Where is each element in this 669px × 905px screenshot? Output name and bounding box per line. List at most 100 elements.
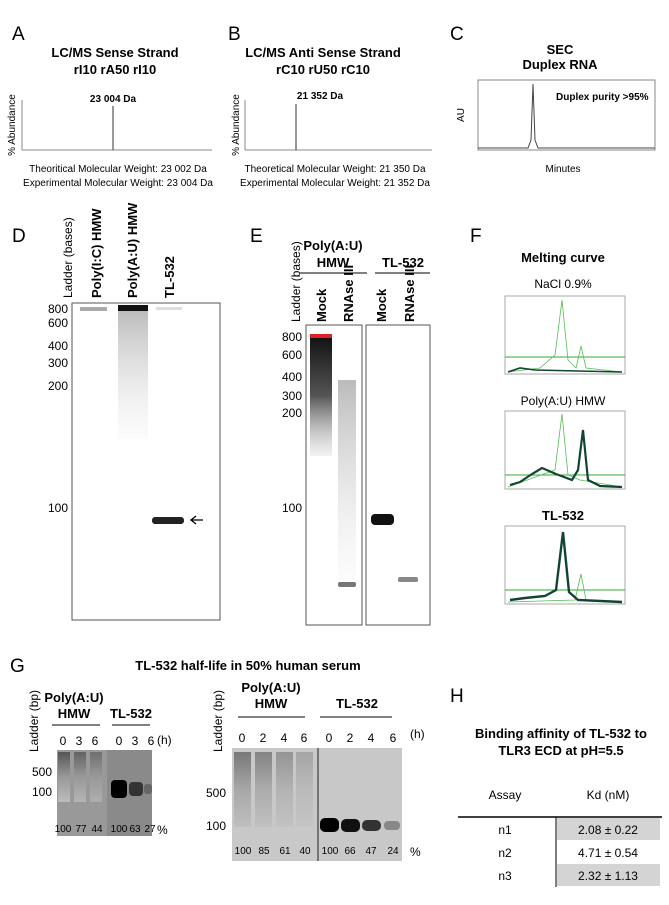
smear xyxy=(58,752,70,802)
percent: 44 xyxy=(91,824,103,835)
band xyxy=(338,582,356,587)
curve xyxy=(509,531,623,604)
smear xyxy=(74,752,86,802)
percent: 24 xyxy=(387,846,399,857)
title: SEC xyxy=(547,42,574,57)
percent: 47 xyxy=(365,846,377,857)
group-label: Poly(A:U) xyxy=(44,690,103,705)
band xyxy=(398,577,418,582)
time: 2 xyxy=(260,731,267,745)
curve xyxy=(507,367,623,373)
group-label: HMW xyxy=(317,255,350,270)
cell: 2.32 ± 1.13 xyxy=(578,869,638,883)
group-label: Poly(A:U) xyxy=(241,680,300,695)
smear xyxy=(118,309,148,439)
band xyxy=(144,784,152,794)
group-label: Poly(A:U) xyxy=(303,238,362,253)
column-header: Kd (nM) xyxy=(587,788,630,802)
lane-label: RNAse III xyxy=(341,265,356,322)
percent: 85 xyxy=(258,846,270,857)
smear xyxy=(338,380,356,580)
panel-c: C SEC Duplex RNA AU Duplex purity >95% M… xyxy=(450,24,656,175)
annotation: Duplex purity >95% xyxy=(556,92,649,103)
time: 6 xyxy=(92,734,99,748)
cell-shade xyxy=(557,864,660,886)
cell: n1 xyxy=(498,823,512,837)
time: 3 xyxy=(132,734,139,748)
time: 0 xyxy=(116,734,123,748)
peak-label: 23 004 Da xyxy=(90,94,137,105)
panel-a: A LC/MS Sense Strand rI10 rA50 rI10 23 0… xyxy=(7,24,213,189)
smear xyxy=(296,752,313,827)
band xyxy=(362,820,381,831)
group-label: HMW xyxy=(58,706,91,721)
band xyxy=(80,307,107,311)
smear xyxy=(310,336,332,456)
note: Experimental Molecular Weight: 21 352 Da xyxy=(240,178,430,189)
percent: 100 xyxy=(55,824,72,835)
plot-frame xyxy=(504,295,626,375)
marker: 500 xyxy=(206,786,226,800)
panel-label: A xyxy=(12,24,25,45)
panel-label: E xyxy=(250,226,263,247)
time: 6 xyxy=(148,734,155,748)
y-label: % Abundance xyxy=(7,94,18,156)
plot-title: TL-532 xyxy=(542,508,584,523)
group-label: HMW xyxy=(255,696,288,711)
band xyxy=(341,819,360,832)
title: LC/MS Anti Sense Strand xyxy=(245,45,401,60)
ladder-label: Ladder (bp) xyxy=(211,690,225,752)
title: rC10 rU50 rC10 xyxy=(276,62,370,77)
plot-title: Poly(A:U) HMW xyxy=(521,394,606,408)
time: 6 xyxy=(390,731,397,745)
time: 0 xyxy=(326,731,333,745)
lane-label: Poly(A:U) HMW xyxy=(125,202,140,298)
lane-label: RNAse III xyxy=(402,265,417,322)
y-label: AU xyxy=(456,108,467,122)
marker: 600 xyxy=(282,348,302,362)
trace xyxy=(478,83,655,149)
percent: 66 xyxy=(344,846,356,857)
panel-g: G TL-532 half-life in 50% human serum La… xyxy=(10,656,425,861)
band xyxy=(152,517,184,524)
plot-frame xyxy=(504,525,626,605)
plot-frame xyxy=(477,79,656,151)
marker: 400 xyxy=(282,370,302,384)
cell: 4.71 ± 0.54 xyxy=(578,846,638,860)
marker: 600 xyxy=(48,316,68,330)
note: Experimental Molecular Weight: 23 004 Da xyxy=(23,178,213,189)
curve xyxy=(507,413,623,488)
title: TL-532 half-life in 50% human serum xyxy=(135,658,360,673)
percent-unit: % xyxy=(410,845,421,859)
title: Melting curve xyxy=(521,250,605,265)
marker: 300 xyxy=(282,389,302,403)
smear xyxy=(234,752,251,827)
marker: 100 xyxy=(48,501,68,515)
time-unit: (h) xyxy=(157,733,172,747)
percent: 100 xyxy=(111,824,128,835)
time: 6 xyxy=(301,731,308,745)
title: LC/MS Sense Strand xyxy=(51,45,178,60)
cell: 2.08 ± 0.22 xyxy=(578,823,638,837)
marker: 200 xyxy=(282,406,302,420)
band xyxy=(156,307,182,310)
cell-shade xyxy=(557,818,660,840)
arrow xyxy=(189,515,203,525)
ladder-label: Ladder (bases) xyxy=(289,241,303,322)
smear xyxy=(276,752,293,827)
smear xyxy=(90,752,102,802)
cell: n2 xyxy=(498,846,512,860)
band xyxy=(310,334,332,338)
band xyxy=(320,818,339,832)
panel-b: B LC/MS Anti Sense Strand rC10 rU50 rC10… xyxy=(228,24,432,189)
title: Duplex RNA xyxy=(522,57,598,72)
band xyxy=(118,305,148,311)
panel-h: H Binding affinity of TL-532 to TLR3 ECD… xyxy=(450,686,662,887)
time: 3 xyxy=(76,734,83,748)
percent: 63 xyxy=(129,824,141,835)
plot-title: NaCl 0.9% xyxy=(534,277,592,291)
time: 4 xyxy=(368,731,375,745)
panel-label: F xyxy=(470,226,482,247)
percent-unit: % xyxy=(157,823,168,837)
time: 0 xyxy=(239,731,246,745)
